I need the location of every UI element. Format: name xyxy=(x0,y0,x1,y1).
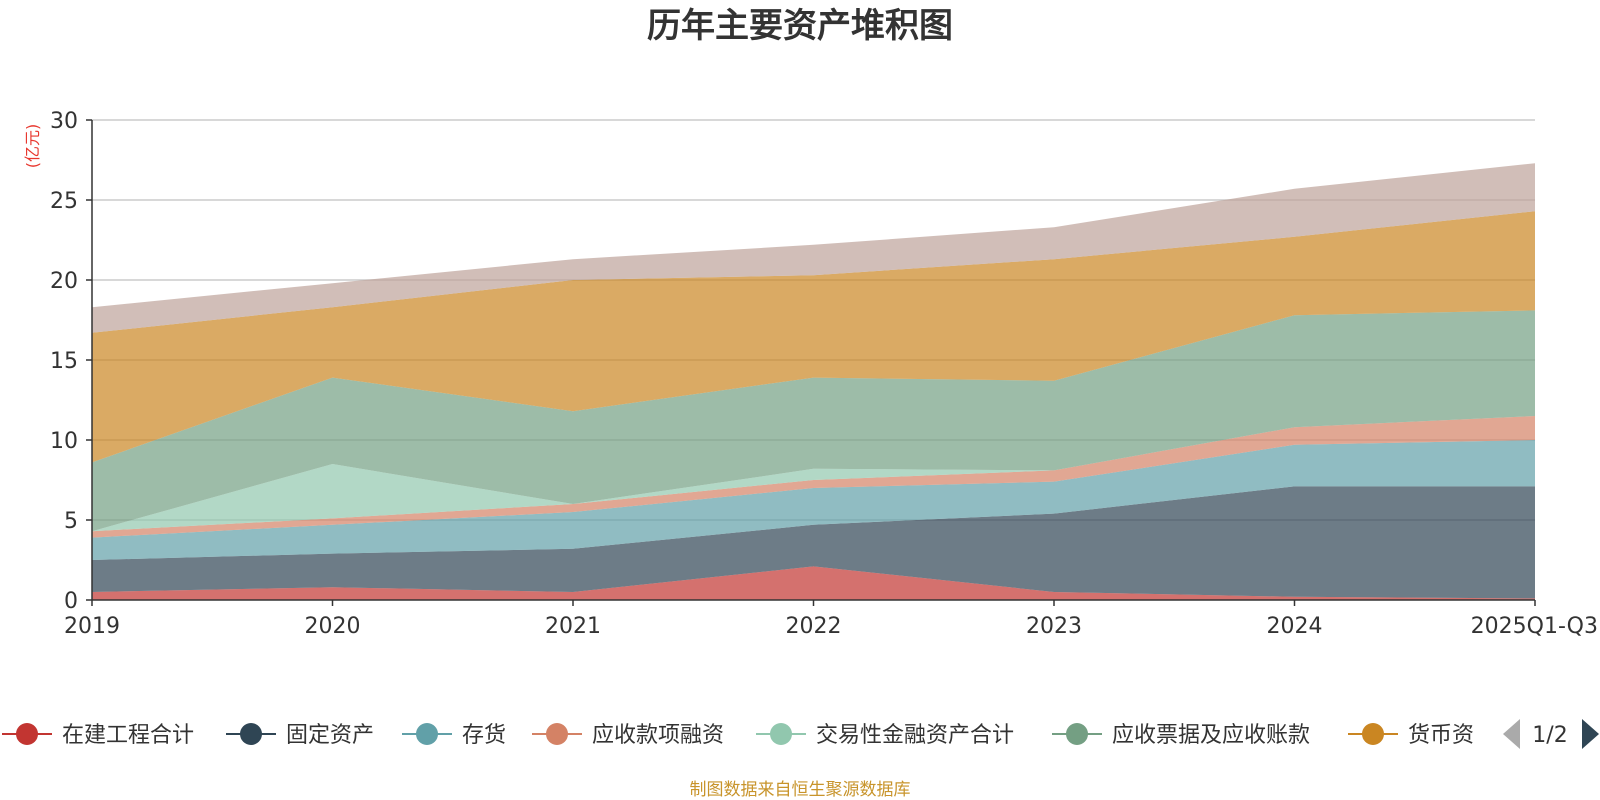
legend-prev-page-icon[interactable] xyxy=(1503,719,1520,749)
legend-marker-icon xyxy=(546,723,568,745)
legend-item[interactable]: 应收款项融资 xyxy=(532,723,724,748)
y-tick-label: 20 xyxy=(50,269,78,294)
y-tick-label: 5 xyxy=(64,509,78,534)
legend-label: 在建工程合计 xyxy=(62,723,194,748)
y-tick-label: 0 xyxy=(64,589,78,614)
x-tick-label: 2023 xyxy=(1026,614,1082,639)
data-source-footer: 制图数据来自恒生聚源数据库 xyxy=(690,780,911,800)
area-series-其他 xyxy=(92,163,1535,333)
area-series-固定资产 xyxy=(92,486,1535,599)
x-tick-label: 2022 xyxy=(786,614,842,639)
legend-item[interactable]: 应收票据及应收账款 xyxy=(1052,723,1310,748)
area-series-交易性金融资产合计 xyxy=(92,416,1535,532)
legend-item[interactable]: 固定资产 xyxy=(226,723,374,748)
legend-label: 固定资产 xyxy=(286,723,374,748)
legend-label: 货币资 xyxy=(1408,723,1474,748)
area-series-应收款项融资 xyxy=(92,416,1535,538)
legend-label: 应收款项融资 xyxy=(592,723,724,748)
x-tick-label: 2024 xyxy=(1267,614,1323,639)
legend-marker-icon xyxy=(16,723,38,745)
legend-marker-icon xyxy=(240,723,262,745)
legend-item[interactable]: 存货 xyxy=(402,723,506,748)
area-series-在建工程合计 xyxy=(92,566,1535,600)
legend-pager: 1/2 xyxy=(1503,719,1599,749)
area-series-group xyxy=(92,163,1535,600)
area-series-货币资金 xyxy=(92,211,1535,463)
chart-title: 历年主要资产堆积图 xyxy=(647,6,953,46)
y-tick-label: 10 xyxy=(50,429,78,454)
legend-label: 存货 xyxy=(462,723,506,748)
axes: 0 5 10 15 20 25 30 2019 2020 2021 2022 2023 2024 2025… xyxy=(50,109,1598,639)
legend-item[interactable]: 交易性金融资产合计 xyxy=(756,723,1014,748)
y-tick-label: 15 xyxy=(50,349,78,374)
legend-marker-icon xyxy=(1066,723,1088,745)
legend: 在建工程合计 固定资产 存货 应收款项融资 交易性金融资产合计 应收票据及应收账款 货币资 xyxy=(2,723,1474,748)
x-tick-label: 2025Q1-Q3 xyxy=(1471,614,1598,639)
x-tick-label: 2021 xyxy=(545,614,601,639)
legend-marker-icon xyxy=(770,723,792,745)
x-tick-label: 2019 xyxy=(64,614,120,639)
area-series-应收票据及应收账款 xyxy=(92,310,1535,532)
legend-page-indicator: 1/2 xyxy=(1532,723,1567,748)
legend-next-page-icon[interactable] xyxy=(1582,719,1599,749)
y-tick-label: 30 xyxy=(50,109,78,134)
legend-label: 应收票据及应收账款 xyxy=(1112,723,1310,748)
y-tick-label: 25 xyxy=(50,189,78,214)
legend-marker-icon xyxy=(416,723,438,745)
y-axis-unit-label: (亿元) xyxy=(23,124,42,169)
legend-marker-icon xyxy=(1362,723,1384,745)
legend-label: 交易性金融资产合计 xyxy=(816,723,1014,748)
area-series-存货 xyxy=(92,440,1535,560)
legend-item[interactable]: 在建工程合计 xyxy=(2,723,194,748)
x-tick-label: 2020 xyxy=(305,614,361,639)
legend-item[interactable]: 货币资 xyxy=(1348,723,1474,748)
